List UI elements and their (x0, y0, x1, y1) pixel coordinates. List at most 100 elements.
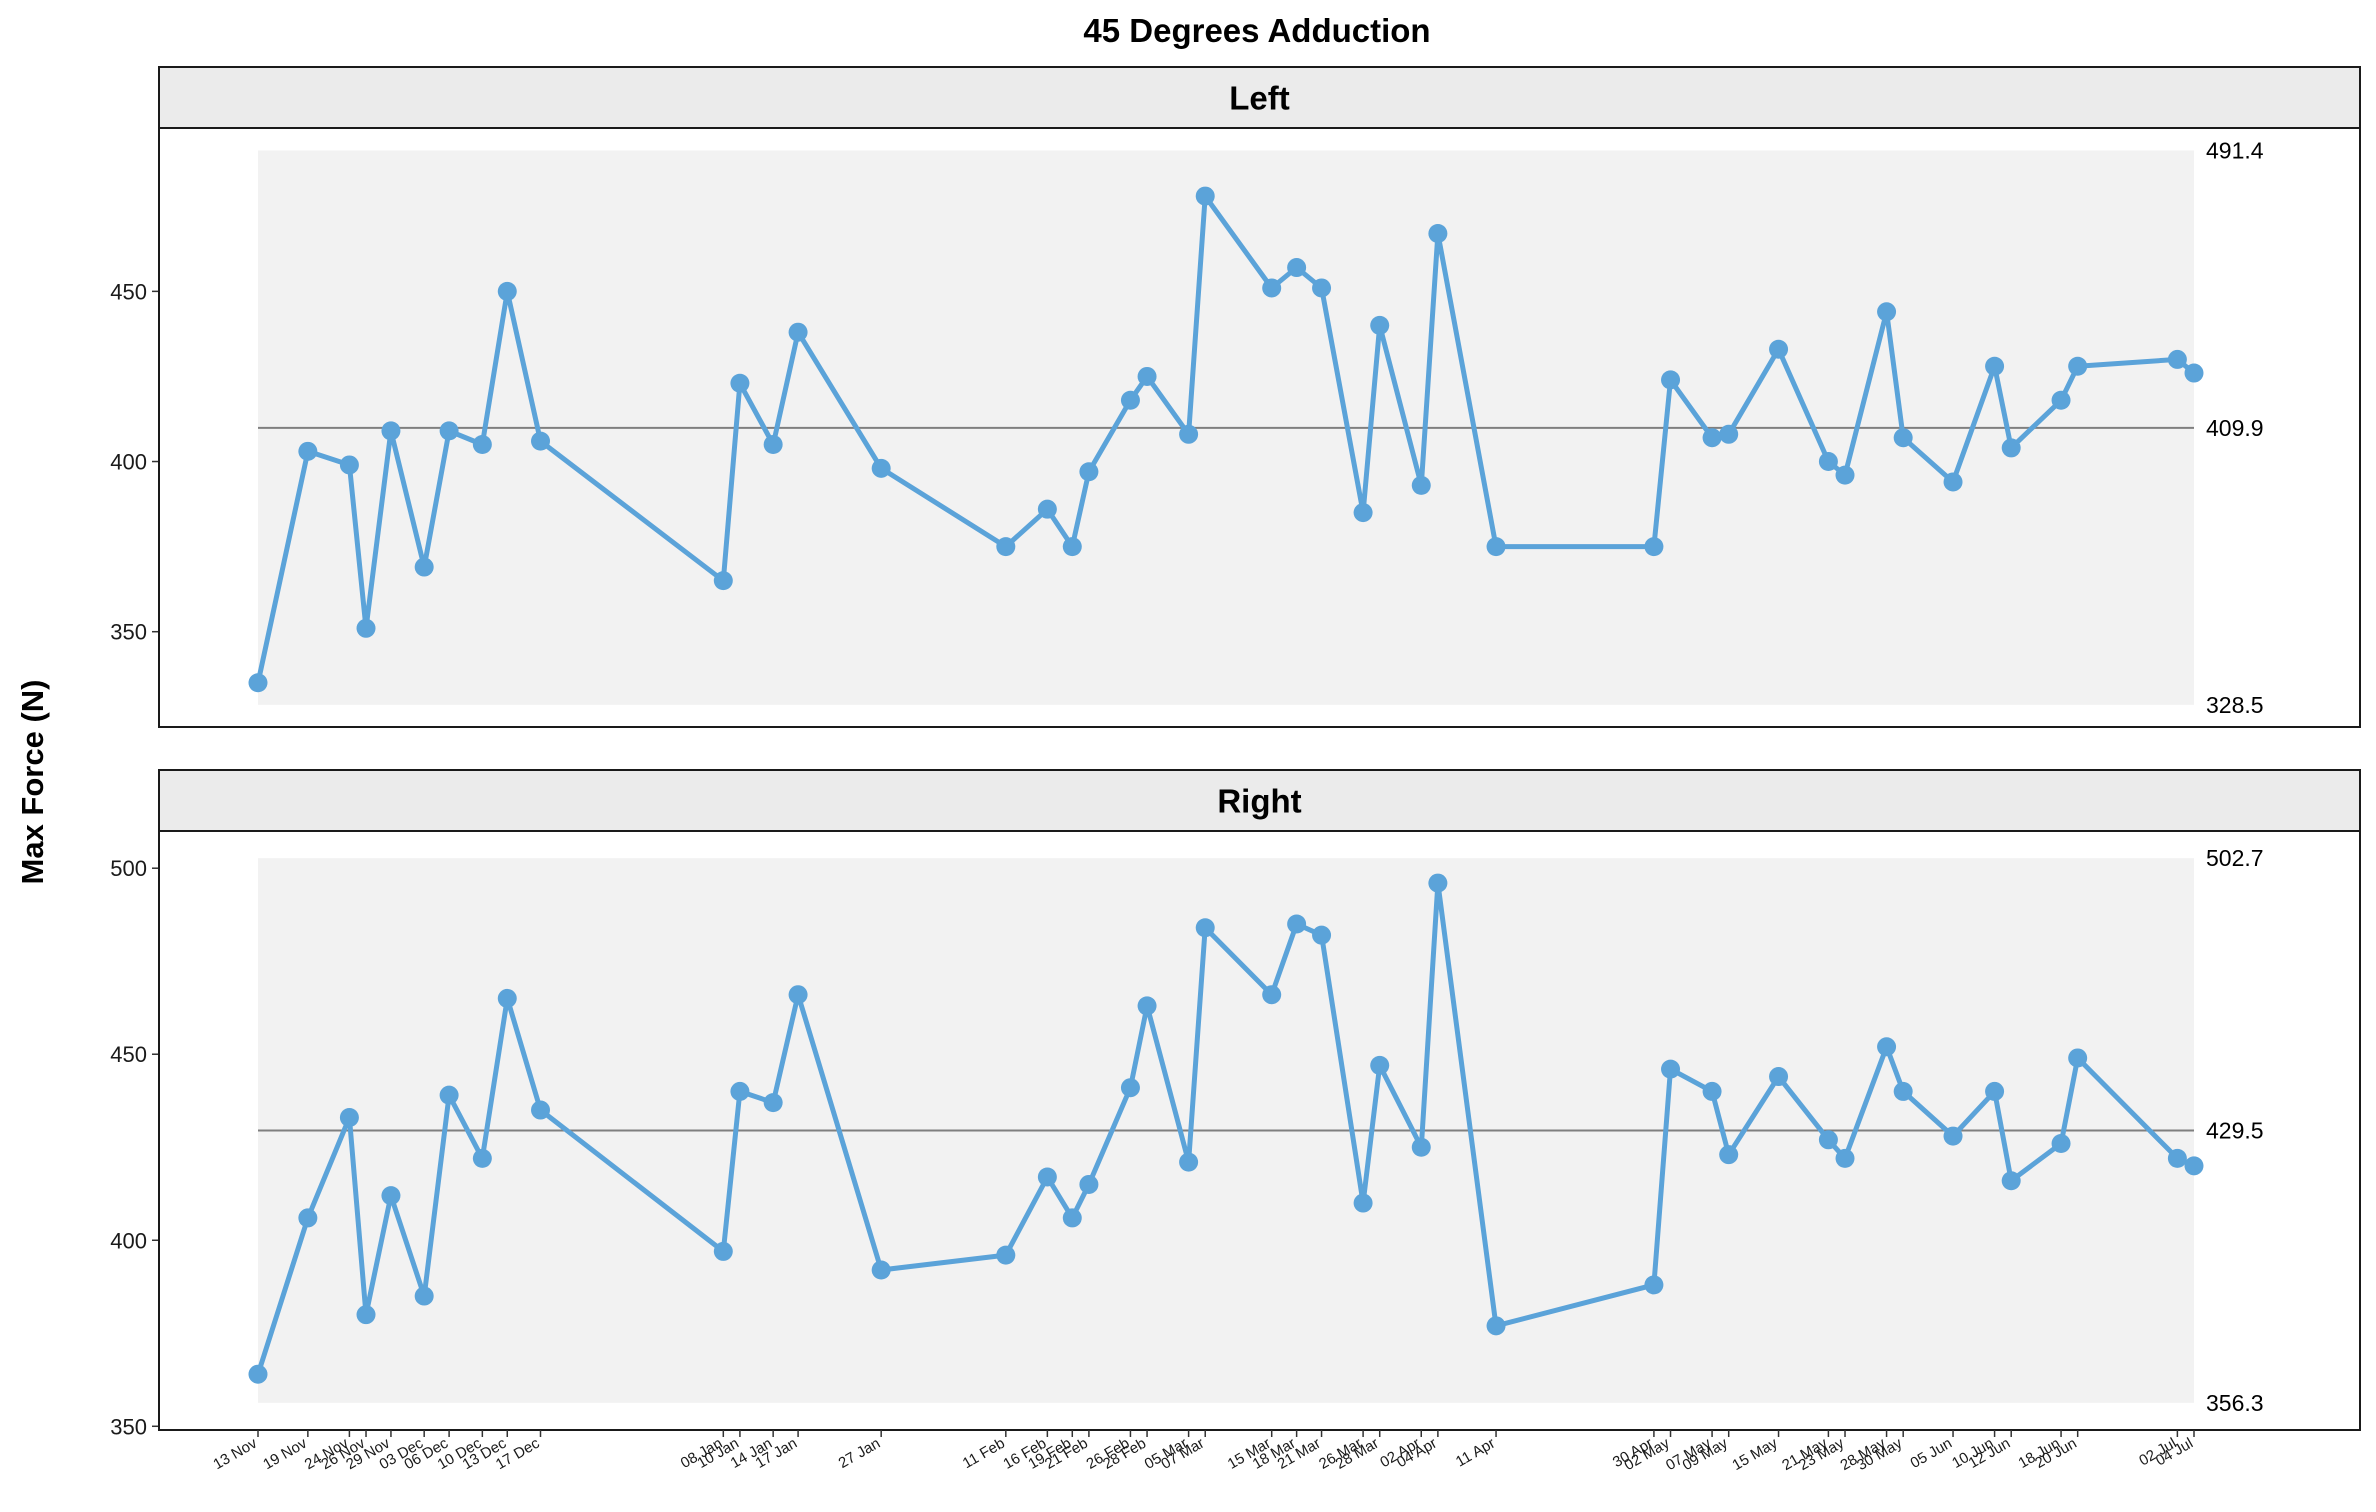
data-point (414, 557, 434, 577)
data-point (497, 988, 517, 1008)
data-point (1661, 370, 1681, 390)
data-point (1486, 537, 1506, 557)
data-point (439, 1085, 459, 1105)
data-point (1120, 1078, 1140, 1098)
facet-strip-label: Right (1217, 783, 1301, 820)
data-point (1062, 1208, 1082, 1228)
data-point (1120, 390, 1140, 410)
data-point (381, 421, 401, 441)
data-point (1428, 873, 1448, 893)
data-point (996, 1245, 1016, 1265)
data-point (472, 1148, 492, 1168)
facet-strip-label: Left (1229, 80, 1290, 117)
data-point (1411, 475, 1431, 495)
data-point (1312, 925, 1332, 945)
data-point (298, 441, 318, 461)
data-point (996, 537, 1016, 557)
data-point (713, 571, 733, 591)
data-point (788, 985, 808, 1005)
data-point (1835, 1148, 1855, 1168)
mean-label: 409.9 (2206, 415, 2264, 441)
data-point (356, 1305, 376, 1325)
chart-title: 45 Degrees Adduction (1083, 12, 1430, 49)
y-tick-label: 450 (110, 279, 147, 304)
data-point (1893, 428, 1913, 448)
data-point (730, 373, 750, 393)
x-tick-label: 05 Jun (1908, 1435, 1956, 1472)
data-point (1702, 1081, 1722, 1101)
panel-right: Right 350 400 450 500 502.7 429.5 356.3 (110, 769, 2361, 1439)
data-point (1179, 1152, 1199, 1172)
data-point (1062, 537, 1082, 557)
data-point (1370, 315, 1390, 335)
data-point (1769, 339, 1789, 359)
data-point (1287, 914, 1307, 934)
data-point (1262, 278, 1282, 298)
data-point (339, 1107, 359, 1127)
panel-border (158, 830, 2361, 1431)
data-point (871, 458, 891, 478)
data-point (248, 1364, 268, 1384)
data-point (531, 431, 551, 451)
x-tick-label: 15 May (1729, 1434, 1781, 1474)
data-point (1818, 452, 1838, 472)
y-tick-label: 400 (110, 1228, 147, 1253)
y-tick-label: 400 (110, 450, 147, 475)
data-point (1195, 918, 1215, 938)
y-tick-label: 500 (110, 856, 147, 881)
data-point (1353, 503, 1373, 523)
data-point (1769, 1067, 1789, 1087)
x-tick-label: 04 Jul (2153, 1435, 2196, 1470)
data-point (1312, 278, 1332, 298)
y-tick-label: 450 (110, 1042, 147, 1067)
data-point (763, 435, 783, 455)
data-point (1985, 356, 2005, 376)
lower-limit-label: 328.5 (2206, 692, 2264, 718)
data-point (414, 1286, 434, 1306)
data-point (298, 1208, 318, 1228)
data-point (439, 421, 459, 441)
data-point (2068, 1048, 2088, 1068)
data-point (1037, 1167, 1057, 1187)
lower-limit-label: 356.3 (2206, 1390, 2264, 1416)
data-point (1428, 224, 1448, 244)
data-point (1262, 985, 1282, 1005)
data-point (1719, 1145, 1739, 1165)
x-tick-label: 11 Apr (1453, 1435, 1498, 1471)
panel-left: Left 350 400 450 491.4 409.9 328.5 (110, 66, 2361, 728)
data-point (1179, 424, 1199, 444)
data-point (1644, 537, 1664, 557)
data-point (788, 322, 808, 342)
mean-label: 429.5 (2206, 1118, 2264, 1144)
data-point (1195, 186, 1215, 206)
data-point (1411, 1137, 1431, 1157)
data-point (248, 673, 268, 693)
x-tick-label: 13 Nov (210, 1434, 260, 1473)
upper-limit-label: 502.7 (2206, 845, 2264, 871)
data-point (1079, 462, 1099, 482)
data-point (2184, 1156, 2204, 1176)
data-point (356, 618, 376, 638)
data-point (1370, 1055, 1390, 1075)
data-point (1943, 472, 1963, 492)
data-point (472, 435, 492, 455)
y-axis-label: Max Force (N) (15, 680, 50, 885)
y-tick-label: 350 (110, 620, 147, 645)
data-point (2184, 363, 2204, 383)
data-point (1353, 1193, 1373, 1213)
data-point (763, 1093, 783, 1113)
x-tick-label: 11 Feb (960, 1435, 1008, 1473)
data-point (1943, 1126, 1963, 1146)
data-point (1644, 1275, 1664, 1295)
data-point (1037, 499, 1057, 519)
data-point (1702, 428, 1722, 448)
data-point (1835, 465, 1855, 485)
data-point (2167, 349, 2187, 369)
data-point (2001, 438, 2021, 458)
data-point (339, 455, 359, 475)
upper-limit-label: 491.4 (2206, 137, 2264, 163)
data-point (1661, 1059, 1681, 1079)
data-point (1486, 1316, 1506, 1336)
data-point (1893, 1081, 1913, 1101)
